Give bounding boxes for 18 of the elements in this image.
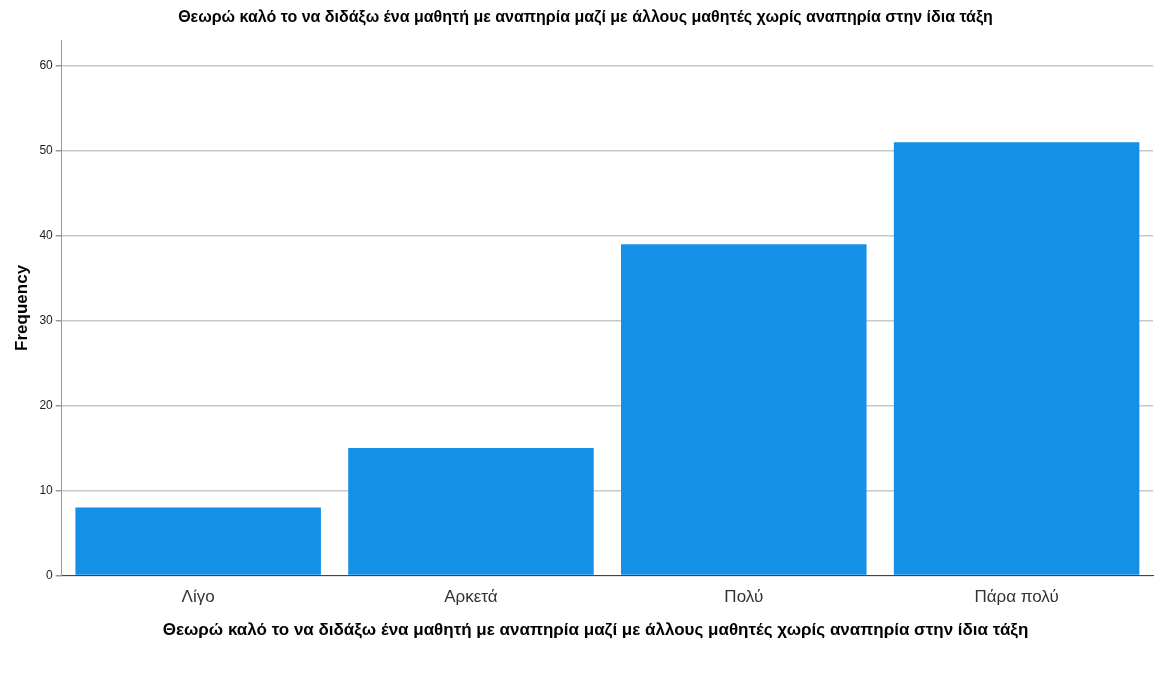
y-tick-label: 50 [39, 142, 54, 157]
y-tick-label: 40 [39, 227, 54, 242]
bar [75, 507, 321, 575]
y-tick-label: 10 [39, 482, 54, 497]
bar [621, 244, 867, 575]
x-axis-title: Θεωρώ καλό το να διδάξω ένα μαθητή με αναπηρία μαζί με άλλους μαθητές χωρίς αναπηρία στην ίδια τάξη [161, 620, 1030, 639]
x-tick-label: Αρκετά [444, 587, 498, 607]
bar [348, 448, 594, 575]
bar [893, 142, 1140, 575]
y-tick-label: 30 [39, 312, 54, 327]
x-tick-label: Πάρα πολύ [974, 587, 1059, 607]
x-tick-label: Πολύ [724, 587, 764, 607]
x-tick-label: Λίγο [181, 587, 215, 607]
y-tick-label: 20 [39, 397, 54, 412]
y-tick-label: 0 [46, 567, 54, 582]
chart-title: Θεωρώ καλό το να διδάξω ένα μαθητή με αναπηρία μαζί με άλλους μαθητές χωρίς αναπηρία στην ίδια τάξη [177, 8, 994, 28]
y-tick-label: 60 [39, 58, 54, 73]
y-axis-title: Frequency [11, 264, 31, 351]
